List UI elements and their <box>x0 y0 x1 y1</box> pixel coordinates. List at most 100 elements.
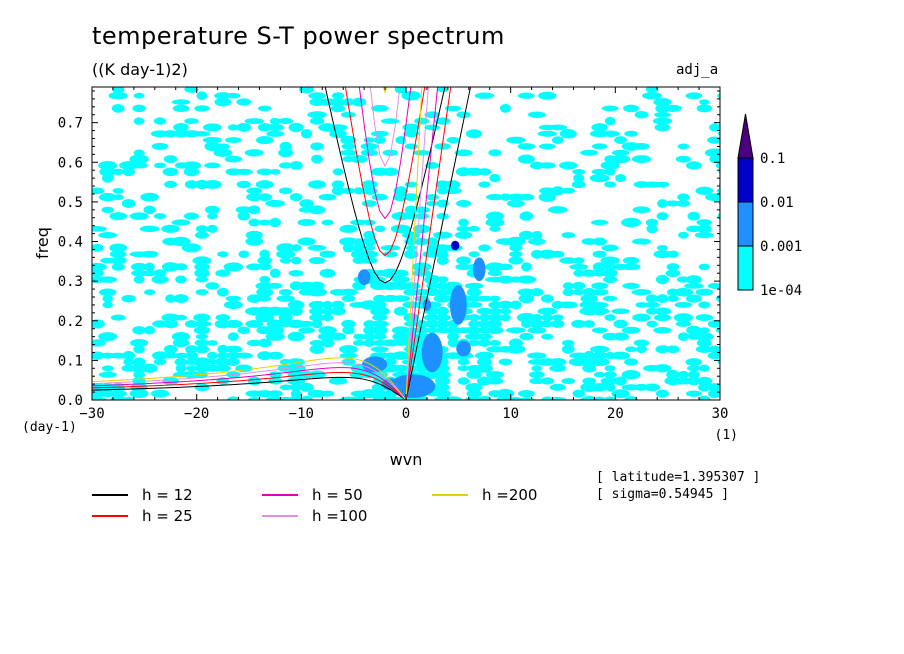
spectrum-cell <box>530 288 544 297</box>
spectrum-cell <box>561 339 575 347</box>
legend-swatch <box>92 494 128 496</box>
spectrum-cell <box>571 180 586 189</box>
spectrum-cell <box>517 390 535 398</box>
spectrum-cell <box>162 319 179 329</box>
spectrum-cell <box>548 124 568 131</box>
spectrum-cell <box>174 263 188 271</box>
spectrum-cell <box>622 282 640 289</box>
spectrum-cell <box>699 364 710 372</box>
spectrum-cell <box>445 326 461 335</box>
spectrum-cell <box>476 307 493 315</box>
spectrum-cell <box>425 193 439 201</box>
spectrum-cell <box>600 377 620 385</box>
spectrum-cell <box>163 344 178 354</box>
spectrum-cell <box>434 314 451 321</box>
colorbar-label: 0.1 <box>760 151 785 167</box>
spectrum-cell <box>403 193 419 202</box>
spectrum-cell <box>340 111 356 118</box>
spectrum-cell <box>436 212 449 220</box>
rossby-wave-curve <box>92 376 407 400</box>
spectrum-cell <box>624 130 638 137</box>
spectrum-cell <box>173 123 189 132</box>
spectrum-cell <box>603 371 617 378</box>
spectrum-cell <box>517 288 536 296</box>
spectrum-cell <box>643 383 661 392</box>
spectrum-cell <box>562 288 574 297</box>
spectrum-cell <box>537 307 557 315</box>
spectrum-cell <box>353 187 365 195</box>
spectrum-cell <box>311 319 323 329</box>
spectrum-cell <box>132 104 146 113</box>
spectrum-cell <box>245 230 263 240</box>
spectrum-cell <box>498 263 513 271</box>
spectrum-cell <box>266 319 284 329</box>
spectrum-cell <box>353 243 365 253</box>
spectrum-cell <box>485 211 504 221</box>
spectrum-cell <box>248 218 261 227</box>
spectrum-cell <box>426 327 438 334</box>
spectrum-cell <box>456 111 471 119</box>
spectrum-cell <box>217 251 229 258</box>
spectrum-cell <box>140 192 159 202</box>
spectrum-cell <box>457 365 470 372</box>
spectrum-cell <box>297 218 316 227</box>
spectrum-cell <box>353 333 365 340</box>
spectrum-cell <box>245 320 264 328</box>
spectrum-cell <box>496 275 515 284</box>
spectrum-cell <box>604 365 616 372</box>
spectrum-cell <box>582 288 597 297</box>
spectrum-cell <box>583 350 595 361</box>
spectrum-cell <box>174 352 188 359</box>
colorbar-segment <box>737 201 754 247</box>
spectrum-cell <box>207 212 218 220</box>
spectrum-cell <box>521 262 532 272</box>
spectrum-cell <box>572 168 586 175</box>
spectrum-cell <box>331 92 345 100</box>
spectrum-cell <box>685 294 702 303</box>
spectrum-cell <box>374 136 386 144</box>
spectrum-cell <box>205 282 220 290</box>
spectrum-cell <box>652 117 673 125</box>
spectrum-cell <box>192 357 212 367</box>
spectrum-cell <box>552 314 564 321</box>
spectrum-cell <box>257 219 272 226</box>
spectrum-cell <box>518 193 535 201</box>
spectrum-cell <box>339 352 358 359</box>
spectrum-cell <box>318 193 337 201</box>
spectrum-cell <box>497 300 514 310</box>
spectrum-cell <box>685 358 703 366</box>
spectrum-cell <box>443 396 463 400</box>
spectrum-cell <box>140 250 159 258</box>
spectrum-cell <box>687 211 701 221</box>
spectrum-cell <box>625 346 637 353</box>
spectrum-cell <box>404 143 418 150</box>
spectrum-cell <box>256 168 273 176</box>
spectrum-cell <box>141 270 158 277</box>
spectrum-cell <box>161 313 180 322</box>
spectrum-cell <box>590 307 610 316</box>
spectrum-cell <box>290 256 302 265</box>
spectrum-cell <box>98 288 117 296</box>
spectrum-cell <box>339 224 358 233</box>
spectrum-cell <box>611 149 630 156</box>
spectrum-cell <box>549 383 566 391</box>
spectrum-cell <box>98 276 118 283</box>
spectrum-cell <box>538 192 556 202</box>
spectrum-cell <box>247 376 261 386</box>
spectrum-cell <box>615 174 627 183</box>
spectrum-cell <box>404 181 418 188</box>
spectrum-cell <box>631 155 652 164</box>
spectrum-cell <box>489 295 501 302</box>
spectrum-cell <box>320 338 335 348</box>
spectrum-cell <box>279 162 293 169</box>
spectrum-cell <box>363 230 376 240</box>
spectrum-cell <box>719 398 720 400</box>
spectrum-cell <box>531 231 543 240</box>
spectrum-cell <box>489 340 501 346</box>
spectrum-cell <box>278 118 294 125</box>
spectrum-cell <box>677 193 690 201</box>
spectrum-cell <box>109 243 128 253</box>
spectrum-cell <box>592 250 607 258</box>
spectrum-cell <box>175 363 187 373</box>
spectrum-cell <box>674 301 693 308</box>
